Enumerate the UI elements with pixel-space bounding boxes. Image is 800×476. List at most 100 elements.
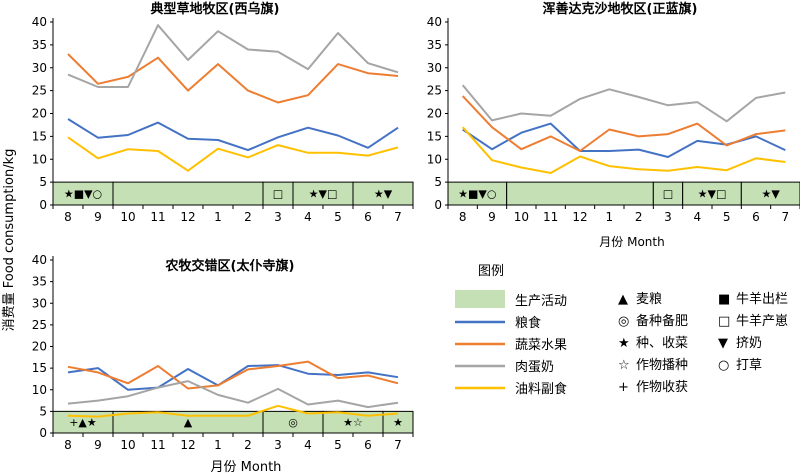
x-tick-label: 4 [694,210,702,224]
x-tick-label: 2 [635,210,643,224]
x-tick-label: 6 [752,210,760,224]
x-tick-label: 3 [274,438,282,452]
legend-symbol: ☆ [618,358,630,373]
y-tick-label: 0 [434,198,442,212]
x-tick-label: 9 [488,210,496,224]
x-tick-label: 7 [782,210,790,224]
y-tick-label: 15 [32,129,47,143]
activity-band-segment [112,181,264,206]
series-line-2 [67,360,399,390]
activity-symbols: ★■▼○ [458,188,496,201]
series-line-3 [67,24,399,88]
x-tick-label: 10 [514,210,529,224]
y-tick-label: 35 [427,38,442,52]
activity-symbols: ★▼ [762,188,781,201]
x-tick-label: 11 [543,210,558,224]
x-tick-label: 6 [364,210,372,224]
legend-symbol-label: 牛羊出栏 [736,291,788,307]
y-tick-label: 30 [32,61,47,75]
y-tick-label: 10 [32,152,47,166]
x-tick-label: 1 [606,210,614,224]
activity-symbols: ★☆ [343,416,363,429]
x-tick-label: 12 [180,210,195,224]
activity-symbols: □ [273,188,283,201]
y-tick-label: 10 [427,152,442,166]
legend-symbol: ★ [618,336,630,351]
legend-series-label: 油料副食 [515,381,567,397]
x-tick-label: 7 [394,210,402,224]
y-tick-label: 5 [39,404,47,418]
x-tick-label: 1 [214,438,222,452]
y-tick-label: 35 [32,38,47,52]
y-tick-label: 35 [32,275,47,289]
activity-symbols: □ [663,188,673,201]
x-tick-label: 11 [150,210,165,224]
activity-symbols: ★■▼○ [64,188,102,201]
y-tick-label: 5 [39,175,47,189]
legend-symbol: + [618,380,629,395]
x-tick-label: 4 [304,438,312,452]
activity-band-segment [506,181,654,206]
series-line-1 [67,118,399,152]
x-tick-label: 5 [334,210,342,224]
legend-symbol: ■ [718,292,730,307]
series-line-2 [67,53,399,104]
x-tick-label: 5 [723,210,731,224]
legend-activity-swatch [455,290,505,308]
y-tick-label: 25 [32,318,47,332]
legend-activity-label: 生产活动 [515,294,567,309]
x-tick-label: 6 [364,438,372,452]
y-tick-label: 30 [427,61,442,75]
x-tick-label: 8 [64,438,72,452]
series-line-2 [461,95,786,152]
activity-symbols: +▲★ [69,416,97,429]
activity-symbols: ★ [393,416,403,429]
legend-symbol-label: 牛羊产崽 [736,313,788,329]
x-tick-label: 7 [394,438,402,452]
series-line-3 [461,84,786,123]
legend-symbol-label: 种、收菜 [636,336,688,351]
legend-title: 图例 [478,264,504,279]
x-tick-label: 3 [274,210,282,224]
activity-symbols: ◎ [288,416,298,429]
x-tick-label: 3 [664,210,672,224]
legend-symbol-label: 作物播种 [636,358,688,373]
x-tick-label: 2 [244,438,252,452]
legend-symbol: ◎ [618,314,629,329]
series-line-4 [461,126,786,174]
x-tick-label: 5 [334,438,342,452]
legend-series-label: 粮食 [515,315,541,331]
y-tick-label: 10 [32,383,47,397]
activity-symbols: ▲ [184,416,193,429]
y-tick-label: 5 [434,175,442,189]
legend-symbol: ○ [718,358,729,373]
legend-symbol-label: 作物收获 [636,380,688,395]
legend-symbol-label: 打草 [736,358,762,373]
x-tick-label: 4 [304,210,312,224]
chart-title: 浑善达克沙地牧区(正蓝旗) [543,1,698,17]
chart-title: 农牧交错区(太仆寺旗) [165,258,295,274]
legend-symbol: ▼ [718,336,728,351]
series-line-4 [67,136,399,172]
y-tick-label: 25 [32,84,47,98]
y-tick-label: 40 [32,15,47,29]
activity-symbols: ★▼ [374,188,393,201]
activity-symbols: ★▼□ [698,188,727,201]
x-tick-label: 11 [150,438,165,452]
x-tick-label: 12 [180,438,195,452]
x-tick-label: 8 [459,210,467,224]
y-tick-label: 25 [427,84,442,98]
x-axis-title-bottom: 月份 Month [211,460,282,475]
y-tick-label: 30 [32,296,47,310]
chart-zhenglanqi: 浑善达克沙地牧区(正蓝旗)★■▼○ □ ★▼□ ★▼05101520253035408… [427,1,800,224]
y-tick-label: 20 [32,340,47,354]
legend-series-label: 肉蛋奶 [515,360,554,375]
y-tick-label: 15 [32,361,47,375]
y-tick-label: 20 [427,107,442,121]
x-tick-label: 9 [94,210,102,224]
y-tick-label: 0 [39,426,47,440]
x-tick-label: 8 [64,210,72,224]
